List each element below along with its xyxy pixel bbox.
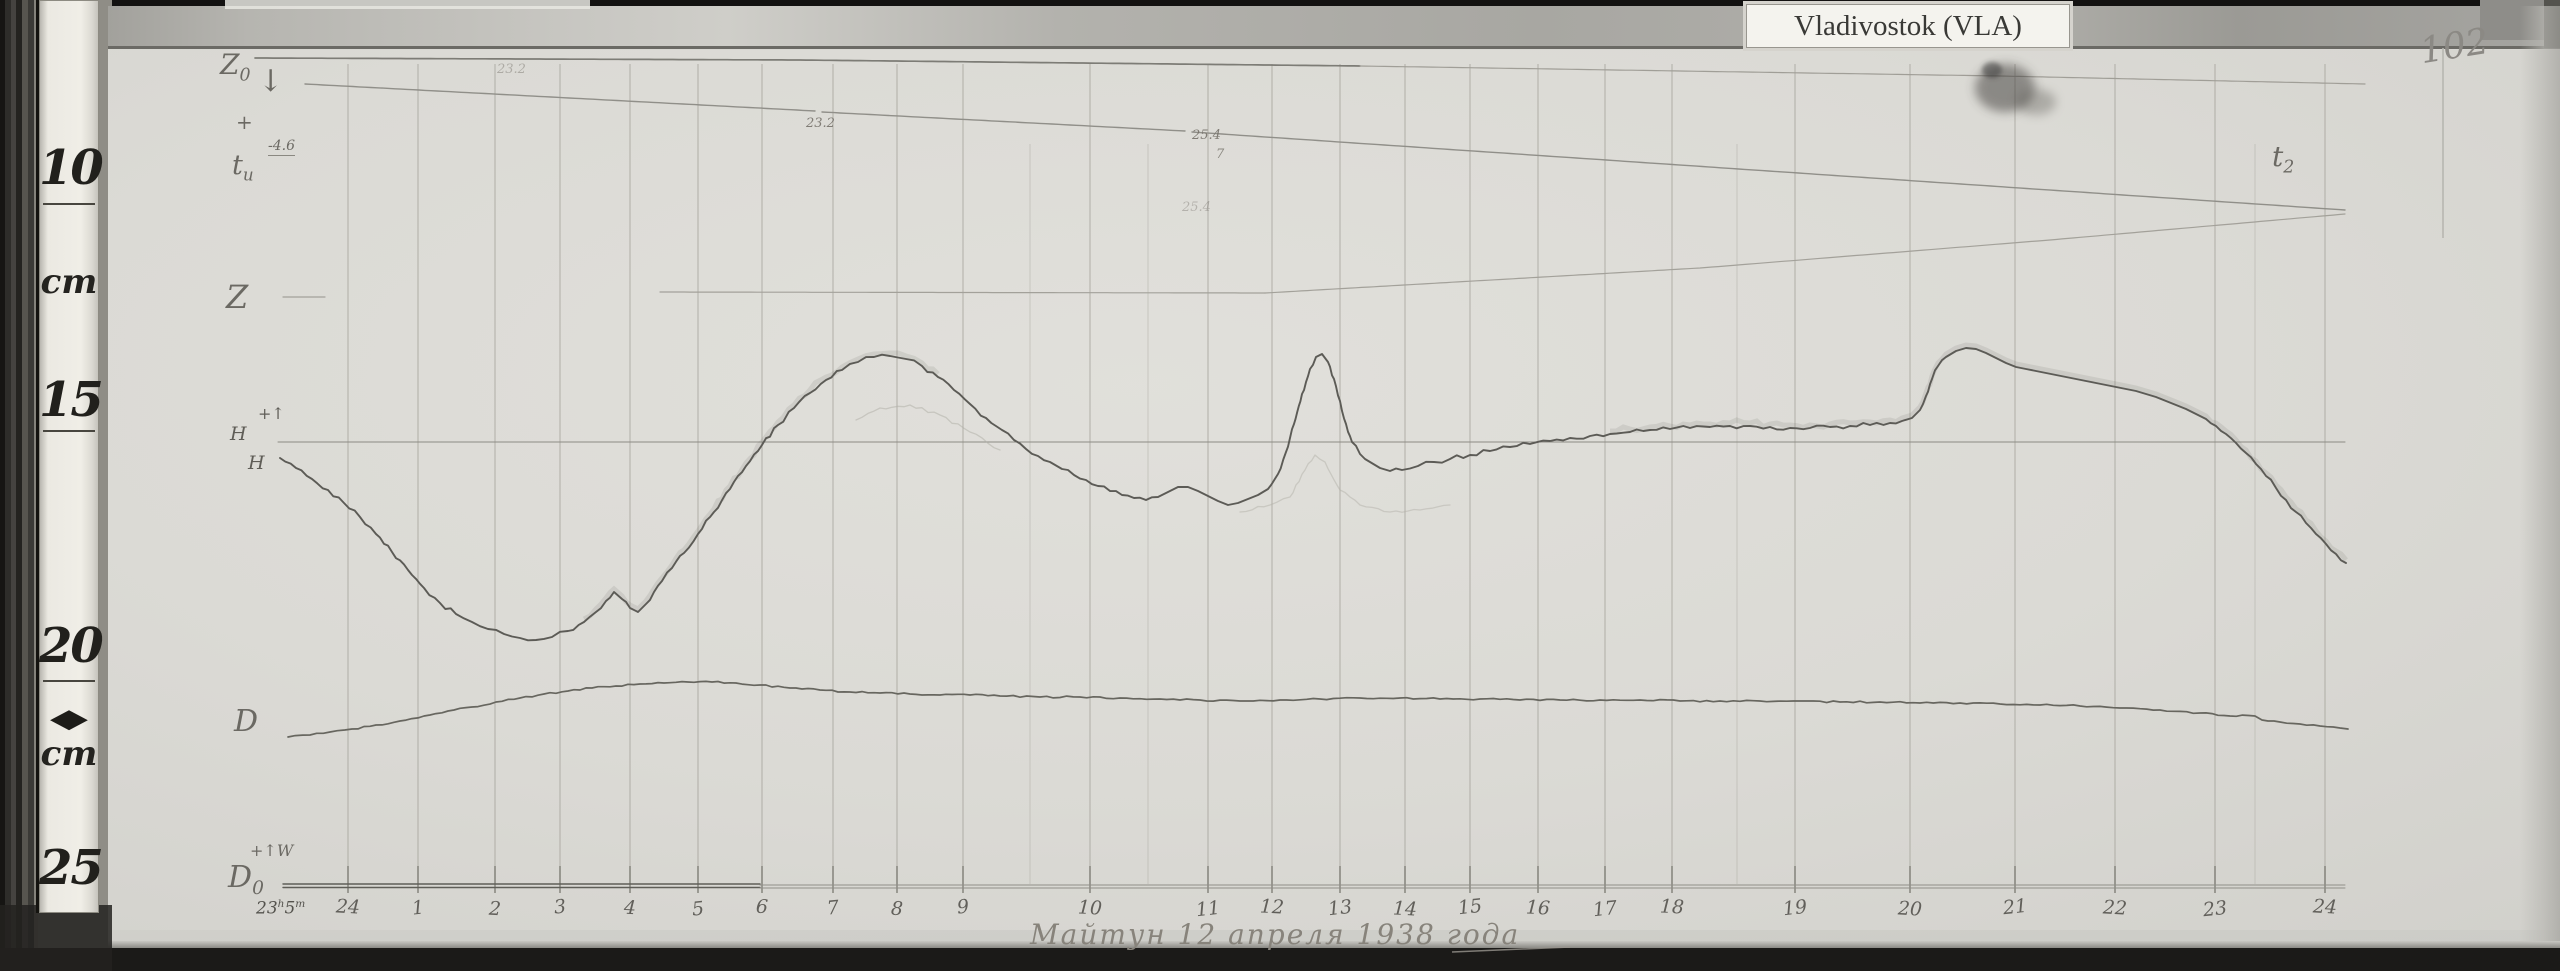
trace-temperature-t bbox=[821, 111, 1186, 132]
label-H-baseline: H bbox=[230, 423, 247, 445]
start-time-caption: 23h5m bbox=[256, 898, 306, 919]
hour-label: 11 bbox=[1194, 896, 1222, 922]
hour-label: 19 bbox=[1781, 895, 1809, 921]
ink-smudge-tail bbox=[2016, 89, 2056, 115]
station-label-text: Vladivostok (VLA) bbox=[1794, 9, 2022, 42]
cm-ruler: 10 cm 15 20 ◆ cm 25 bbox=[36, 0, 104, 913]
trace-H-echo-peak bbox=[855, 404, 1001, 451]
ruler-mark-15: 15 bbox=[39, 372, 104, 428]
hour-label: 7 bbox=[825, 896, 841, 920]
label-D0-plus-arrow: +↑W bbox=[250, 841, 294, 860]
hour-label: 22 bbox=[2102, 896, 2128, 920]
hour-label: 20 bbox=[1897, 897, 1923, 921]
hour-label: 2 bbox=[488, 897, 502, 921]
ruler-unit-cm: cm bbox=[40, 262, 98, 302]
paper-crease bbox=[2442, 48, 2444, 238]
ruler-divider bbox=[43, 680, 95, 682]
wood-shadow-bottom bbox=[0, 905, 112, 971]
backing-paper-sliver bbox=[225, 0, 590, 9]
trace-D-trace bbox=[287, 680, 2349, 738]
ruler-mark-20: 20 bbox=[39, 618, 104, 674]
hour-label: 24 bbox=[2312, 895, 2338, 919]
ruler-logo-diamond-icon: ◆ bbox=[50, 704, 88, 734]
pencil-annotation: 25.4 bbox=[1182, 200, 1211, 215]
label-Z0: Z0 bbox=[220, 48, 251, 86]
label-Z0-plus: + bbox=[236, 110, 253, 134]
table-bottom-band bbox=[0, 948, 2560, 971]
trace-fuzz-H-trace bbox=[582, 350, 940, 622]
trace-Z-trace bbox=[659, 291, 1266, 294]
trace-temperature-t bbox=[304, 83, 816, 112]
hour-label: 1 bbox=[410, 896, 426, 920]
hour-label: 16 bbox=[1525, 896, 1551, 920]
ruler-mark-10: 10 bbox=[39, 140, 104, 196]
hour-label: 23 bbox=[2201, 896, 2229, 922]
trace-H-echo-spike bbox=[1239, 454, 1451, 513]
down-arrow-icon: ↓ bbox=[258, 64, 284, 99]
hour-label: 9 bbox=[955, 895, 971, 919]
paper-right-shade bbox=[2520, 6, 2560, 952]
label-H-plus-arrow: +↑ bbox=[258, 404, 285, 423]
hour-label: 4 bbox=[623, 896, 637, 920]
hour-label: 15 bbox=[1456, 894, 1484, 920]
ruler-divider bbox=[43, 430, 95, 432]
trace-Z0-baseline-light bbox=[1359, 65, 2366, 85]
pencil-annotation: 7 bbox=[1216, 147, 1225, 162]
pencil-annotation: 23.2 bbox=[497, 62, 526, 77]
paper-fold-line bbox=[108, 46, 2560, 49]
date-caption: Майтун 12 апреля 1938 года bbox=[1030, 918, 1521, 951]
hour-label: 8 bbox=[890, 897, 904, 921]
label-tu-superscript: -4.6 bbox=[268, 138, 295, 156]
hour-label: 5 bbox=[690, 897, 706, 921]
paper-bottom-edge bbox=[108, 941, 2560, 948]
ruler-mark-25: 25 bbox=[39, 840, 104, 896]
label-D0: D0 bbox=[228, 860, 264, 899]
hour-label: 6 bbox=[755, 895, 769, 919]
label-t2: t2 bbox=[2272, 140, 2295, 178]
hour-label: 24 bbox=[335, 895, 361, 919]
hour-label: 17 bbox=[1591, 896, 1619, 922]
label-H-trace: H bbox=[248, 452, 265, 474]
trace-Z-trace bbox=[1264, 213, 2346, 294]
station-label: Vladivostok (VLA) bbox=[1743, 1, 2073, 51]
label-D: D bbox=[234, 704, 259, 739]
hour-label: 14 bbox=[1392, 897, 1418, 921]
pencil-annotation: 25.4 bbox=[1192, 128, 1221, 143]
ink-smudge-dot bbox=[1982, 62, 2002, 78]
hour-label: 10 bbox=[1077, 896, 1103, 920]
hour-label: 12 bbox=[1259, 895, 1285, 919]
trace-fuzz-H-trace bbox=[1609, 342, 2348, 562]
hour-label: 3 bbox=[552, 895, 568, 919]
caption-flourish bbox=[1451, 946, 1571, 953]
trace-layer bbox=[254, 57, 2366, 889]
hour-label: 21 bbox=[2001, 894, 2029, 920]
label-tu: tu bbox=[232, 150, 254, 185]
paper-top-strip bbox=[108, 6, 2560, 48]
trace-H-trace bbox=[279, 347, 2347, 642]
trace-Z0-baseline-dark bbox=[254, 57, 1361, 67]
hour-label: 18 bbox=[1659, 895, 1685, 919]
pencil-annotation: 23.2 bbox=[806, 116, 835, 131]
hour-label: 13 bbox=[1326, 895, 1354, 921]
ruler-unit-cm: cm bbox=[40, 734, 98, 774]
trace-temperature-t bbox=[1191, 131, 2346, 211]
ruler-divider bbox=[43, 203, 95, 205]
label-Z: Z bbox=[226, 278, 249, 316]
